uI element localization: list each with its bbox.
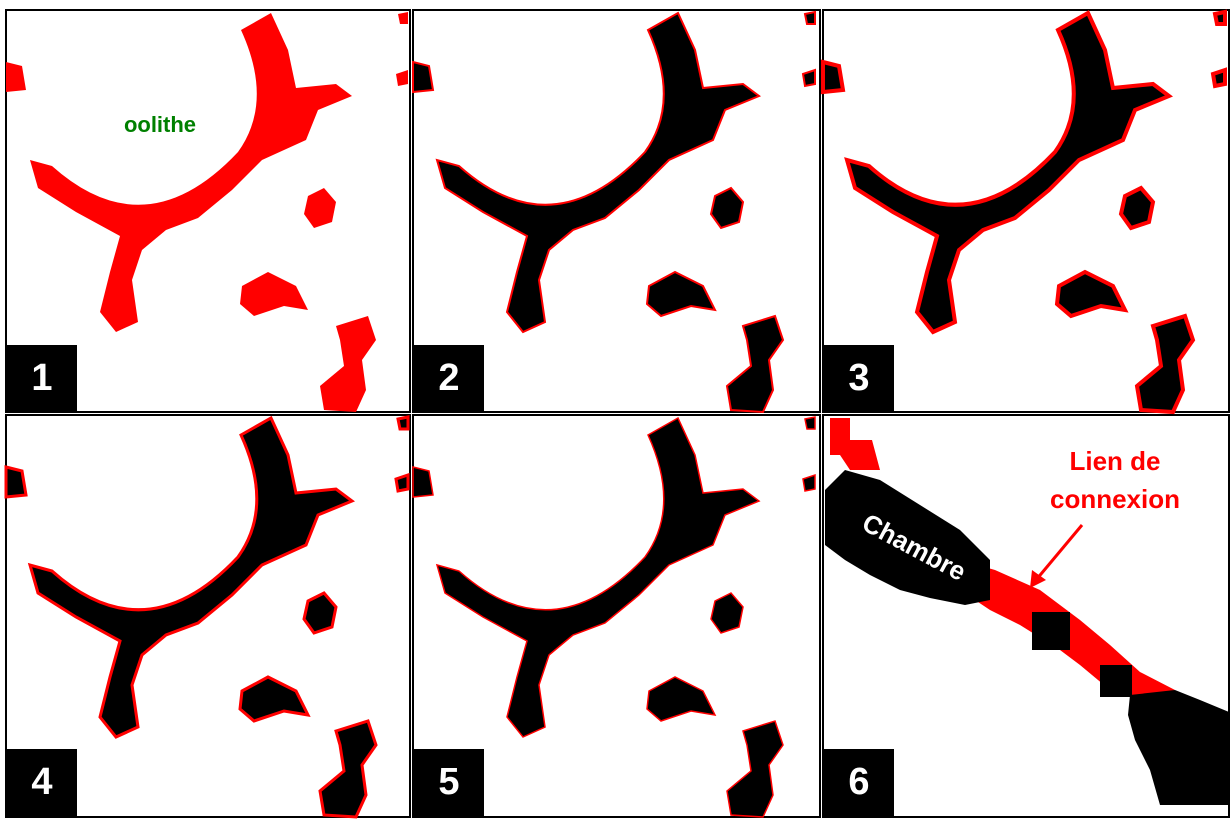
number-box: [7, 749, 77, 816]
red-pixels: [830, 418, 880, 470]
number-box: [414, 345, 484, 412]
link-label: connexion: [1050, 484, 1180, 514]
number-box: [414, 749, 484, 816]
panel-frame: [822, 9, 1230, 413]
number-box: [824, 345, 894, 412]
frames: [5, 9, 1230, 818]
oolithe-label: oolithe: [124, 112, 196, 137]
number-box: [7, 345, 77, 412]
zoom-image: Chambre Lien de connexion: [825, 418, 1229, 805]
panel-frame: [412, 414, 821, 818]
chamber-pixels: [1100, 665, 1132, 697]
panel-frame: [5, 414, 411, 818]
panel-numbers: 1 2 3 4 5 6: [7, 345, 894, 816]
number-box: [824, 749, 894, 816]
arrow-head: [1030, 570, 1046, 588]
panel-frame: [822, 414, 1230, 818]
panel-frame: [412, 9, 821, 413]
panel-number: 1: [31, 357, 52, 399]
panel-frame: [5, 9, 411, 413]
panel-number: 3: [848, 357, 869, 399]
panel-number: 4: [31, 761, 52, 803]
panel-number: 2: [438, 357, 459, 399]
chamber-pixels: [825, 470, 990, 605]
panel-number: 5: [438, 761, 459, 803]
arrow-line: [1034, 524, 1084, 581]
link-label: Lien de: [1069, 446, 1160, 476]
panel-number: 6: [848, 761, 869, 803]
chamber-pixels: [1032, 612, 1070, 650]
chamber-pixels: [1128, 690, 1229, 805]
